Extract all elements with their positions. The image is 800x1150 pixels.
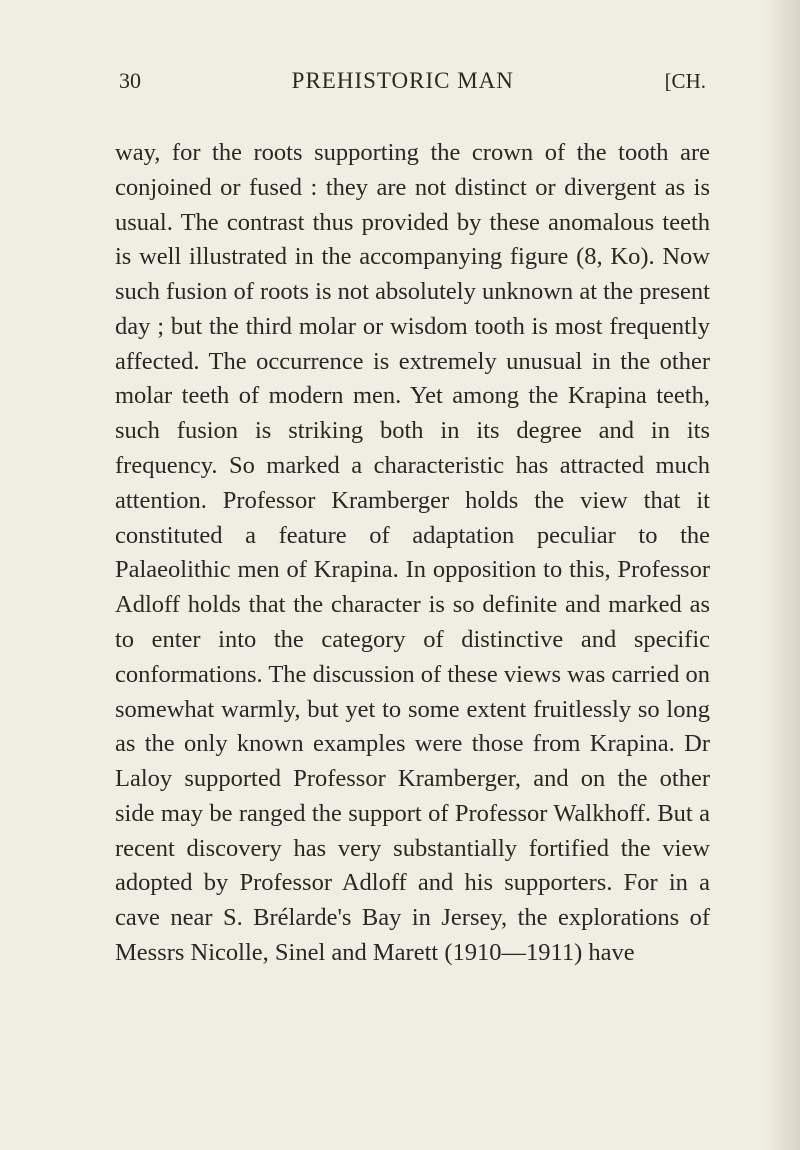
page-container: 30 PREHISTORIC MAN [CH. way, for the roo… [0, 0, 800, 1150]
body-paragraph: way, for the roots supporting the crown … [115, 136, 710, 971]
chapter-mark: [CH. [665, 69, 706, 94]
page-number: 30 [119, 68, 141, 94]
page-header: 30 PREHISTORIC MAN [CH. [115, 68, 710, 94]
running-title: PREHISTORIC MAN [292, 68, 514, 94]
